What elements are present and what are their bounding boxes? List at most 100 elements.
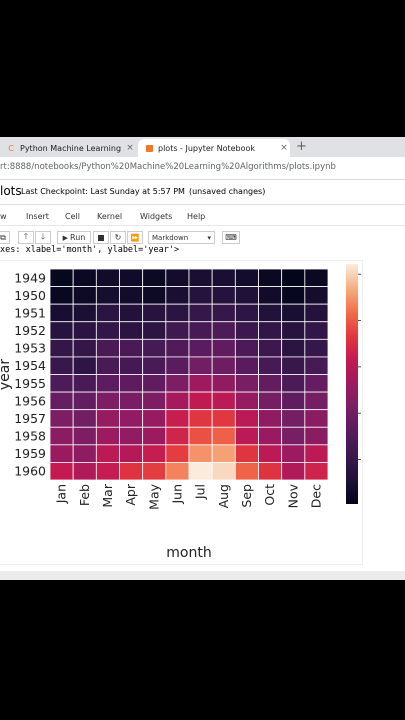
heatmap-cell bbox=[72, 268, 97, 287]
heatmap-cell bbox=[258, 356, 283, 375]
heatmap-cell bbox=[49, 391, 74, 411]
heatmap-cell bbox=[119, 321, 144, 340]
heatmap-cell bbox=[95, 338, 120, 358]
notebook-name[interactable]: lots bbox=[0, 184, 22, 198]
new-tab-button[interactable]: + bbox=[296, 139, 307, 154]
cell-type-select[interactable]: Markdown ▾ bbox=[148, 231, 215, 244]
jupyter-favicon-icon: C bbox=[8, 143, 14, 153]
heatmap-cell bbox=[258, 338, 283, 358]
heatmap-cell bbox=[234, 303, 259, 323]
move-up-button[interactable]: 🡑 bbox=[18, 231, 34, 244]
heatmap-cell bbox=[304, 321, 329, 340]
heatmap-cell bbox=[72, 409, 97, 428]
heatmap-svg: 1949 1950 1951 1952 1953 1954 1955 1956 1957 1958… bbox=[0, 264, 361, 561]
restart-button[interactable]: ↻ bbox=[110, 231, 126, 244]
run-button[interactable]: ▶ Run bbox=[57, 231, 91, 244]
heatmap-cell bbox=[188, 409, 213, 428]
heatmap-cell bbox=[234, 426, 259, 446]
heatmap-cell bbox=[95, 391, 120, 411]
move-down-button[interactable]: 🡓 bbox=[35, 231, 51, 244]
heatmap-cell bbox=[165, 391, 190, 411]
heatmap-cell bbox=[142, 286, 167, 305]
heatmap-cell bbox=[72, 462, 97, 481]
heatmap-cell bbox=[49, 426, 74, 446]
heatmap-cell bbox=[49, 374, 74, 393]
menu-view[interactable]: w bbox=[0, 212, 7, 221]
menu-kernel[interactable]: Kernel bbox=[97, 212, 123, 221]
keyboard-icon[interactable]: ⌨ bbox=[222, 231, 240, 244]
heatmap-cell bbox=[142, 426, 167, 446]
y-axis-label: year bbox=[0, 359, 13, 390]
heatmap-cell bbox=[258, 268, 283, 287]
y-tick-label: 1960 bbox=[14, 464, 46, 479]
close-icon[interactable]: × bbox=[126, 143, 134, 153]
heatmap-cell bbox=[211, 303, 236, 323]
tab-plots[interactable]: plots - Jupyter Notebook × bbox=[138, 139, 290, 157]
x-tick-label: Nov bbox=[285, 483, 300, 508]
heatmap-cell bbox=[234, 374, 259, 393]
heatmap-cell bbox=[142, 268, 167, 287]
unsaved-indicator: (unsaved changes) bbox=[188, 187, 266, 196]
heatmap-cell bbox=[304, 286, 329, 305]
restart-run-all-button[interactable]: ⏩ bbox=[127, 231, 143, 244]
heatmap-cell bbox=[142, 321, 167, 340]
heatmap-cell bbox=[119, 338, 144, 358]
heatmap-cell bbox=[188, 391, 213, 411]
y-tick-label: 1951 bbox=[14, 305, 46, 320]
heatmap-cell bbox=[142, 356, 167, 375]
heatmap-cell bbox=[188, 303, 213, 323]
heatmap-cell bbox=[49, 268, 74, 287]
checkpoint-text: Last Checkpoint: Last Sunday at 5:57 PM bbox=[21, 187, 185, 196]
menu-widgets[interactable]: Widgets bbox=[140, 212, 173, 221]
heatmap-cell bbox=[142, 303, 167, 323]
heatmap-cell bbox=[119, 286, 144, 305]
heatmap-cell bbox=[304, 391, 329, 411]
x-tick-label: Sep bbox=[239, 484, 254, 508]
heatmap-cell bbox=[258, 444, 283, 463]
menu-cell[interactable]: Cell bbox=[65, 212, 80, 221]
heatmap-cell bbox=[142, 444, 167, 463]
heatmap-cell bbox=[165, 374, 190, 393]
heatmap-cell bbox=[211, 391, 236, 411]
heatmap-cell bbox=[304, 303, 329, 323]
close-icon[interactable]: × bbox=[280, 143, 288, 153]
heatmap-cell bbox=[72, 321, 97, 340]
heatmap-cell bbox=[49, 321, 74, 340]
heatmap-cell bbox=[211, 444, 236, 463]
heatmap-cell bbox=[281, 321, 306, 340]
heatmap-cell bbox=[95, 356, 120, 375]
heatmap-cell bbox=[281, 303, 306, 323]
heatmap-cell bbox=[281, 409, 306, 428]
menu-help[interactable]: Help bbox=[187, 212, 206, 221]
tab-python-ml[interactable]: C Python Machine Learning Algori × bbox=[0, 139, 136, 157]
url-text[interactable]: rt:8888/notebooks/Python%20Machine%20Lea… bbox=[0, 162, 336, 172]
y-tick-label: 1958 bbox=[14, 429, 46, 444]
y-tick-label: 1953 bbox=[14, 341, 46, 356]
heatmap-cell bbox=[49, 444, 74, 463]
heatmap-cell bbox=[165, 409, 190, 428]
heatmap-cell bbox=[258, 286, 283, 305]
heatmap-cell bbox=[119, 268, 144, 287]
stop-button[interactable] bbox=[93, 231, 109, 244]
x-tick-label: Jul bbox=[193, 484, 208, 500]
heatmap-cell bbox=[188, 286, 213, 305]
heatmap-cell bbox=[49, 286, 74, 305]
heatmap-cell bbox=[304, 356, 329, 375]
tab-bar: C Python Machine Learning Algori × plots… bbox=[0, 137, 405, 157]
heatmap-cell bbox=[211, 356, 236, 375]
heatmap-cell bbox=[142, 338, 167, 358]
address-bar[interactable]: rt:8888/notebooks/Python%20Machine%20Lea… bbox=[0, 157, 405, 180]
heatmap-cell bbox=[304, 426, 329, 446]
heatmap-cell bbox=[165, 303, 190, 323]
heatmap-cell bbox=[188, 426, 213, 446]
copy-icon[interactable]: ⧉ bbox=[0, 231, 10, 244]
heatmap-cell bbox=[72, 338, 97, 358]
x-tick-label: Feb bbox=[77, 484, 92, 506]
heatmap-cell bbox=[119, 462, 144, 481]
y-tick-label: 1959 bbox=[14, 446, 46, 461]
heatmap-figure: 1949 1950 1951 1952 1953 1954 1955 1956 1957 1958… bbox=[0, 261, 362, 564]
run-label: Run bbox=[70, 233, 86, 242]
menu-insert[interactable]: Insert bbox=[26, 212, 49, 221]
heatmap-cell bbox=[281, 356, 306, 375]
y-tick-label: 1954 bbox=[14, 358, 46, 373]
